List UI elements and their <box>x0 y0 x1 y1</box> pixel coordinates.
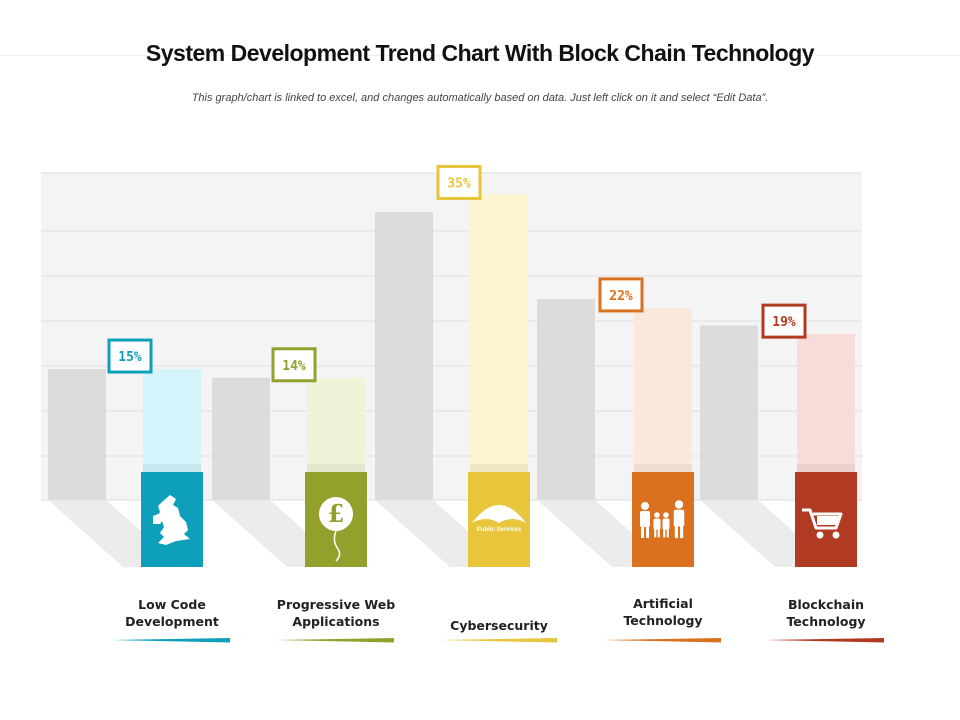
grey-bar-0 <box>48 369 106 500</box>
bar-3 <box>634 307 692 472</box>
chart-title: System Development Trend Chart With Bloc… <box>145 40 815 66</box>
value-label-box-3 <box>598 277 644 313</box>
shopping-cart-icon <box>802 508 843 539</box>
category-label-1: Progressive Web Applications <box>276 597 396 629</box>
family-icon <box>640 500 685 539</box>
bar-2 <box>470 194 528 472</box>
grey-bar-1 <box>212 377 270 500</box>
bar-fold-3 <box>634 464 692 472</box>
pound-balloon-icon: £ <box>319 497 353 562</box>
grey-bar-3 <box>537 299 595 500</box>
label-underline-0 <box>112 638 230 643</box>
umbrella-icon: Public Services <box>472 505 526 533</box>
grey-bar-2 <box>375 211 433 500</box>
value-label-box-4 <box>761 303 807 339</box>
label-underline-2 <box>439 638 557 643</box>
value-label-3: 22% <box>609 289 633 304</box>
value-label-4: 19% <box>772 315 796 330</box>
grey-bar-4 <box>700 325 758 500</box>
value-label-2: 35% <box>447 176 471 191</box>
value-label-0: 15% <box>118 350 142 365</box>
svg-text:£: £ <box>328 499 345 528</box>
value-label-box-0 <box>107 338 153 374</box>
bar-4 <box>797 334 855 472</box>
category-label-2: Cybersecurity <box>450 618 548 633</box>
label-underline-3 <box>603 638 721 643</box>
chart-subtitle: This graph/chart is linked to excel, and… <box>191 92 769 104</box>
value-label-box-1 <box>271 347 317 383</box>
svg-text:Public Services: Public Services <box>477 527 522 533</box>
category-label-0: Low Code Development <box>125 597 219 629</box>
category-label-3: Artificial Technology <box>623 596 703 628</box>
bar-fold-2 <box>470 464 528 472</box>
category-label-4: Blockchain Technology <box>786 597 866 629</box>
uk-map-icon <box>153 495 190 545</box>
bar-1 <box>307 377 365 472</box>
bar-fold-1 <box>307 464 365 472</box>
value-label-box-2 <box>436 164 482 200</box>
bar-0 <box>143 369 201 472</box>
bar-fold-0 <box>143 464 201 472</box>
label-underline-4 <box>766 638 884 643</box>
label-underline-1 <box>276 638 394 643</box>
bar-fold-4 <box>797 464 855 472</box>
header-divider <box>0 55 960 56</box>
value-label-1: 14% <box>282 359 306 374</box>
